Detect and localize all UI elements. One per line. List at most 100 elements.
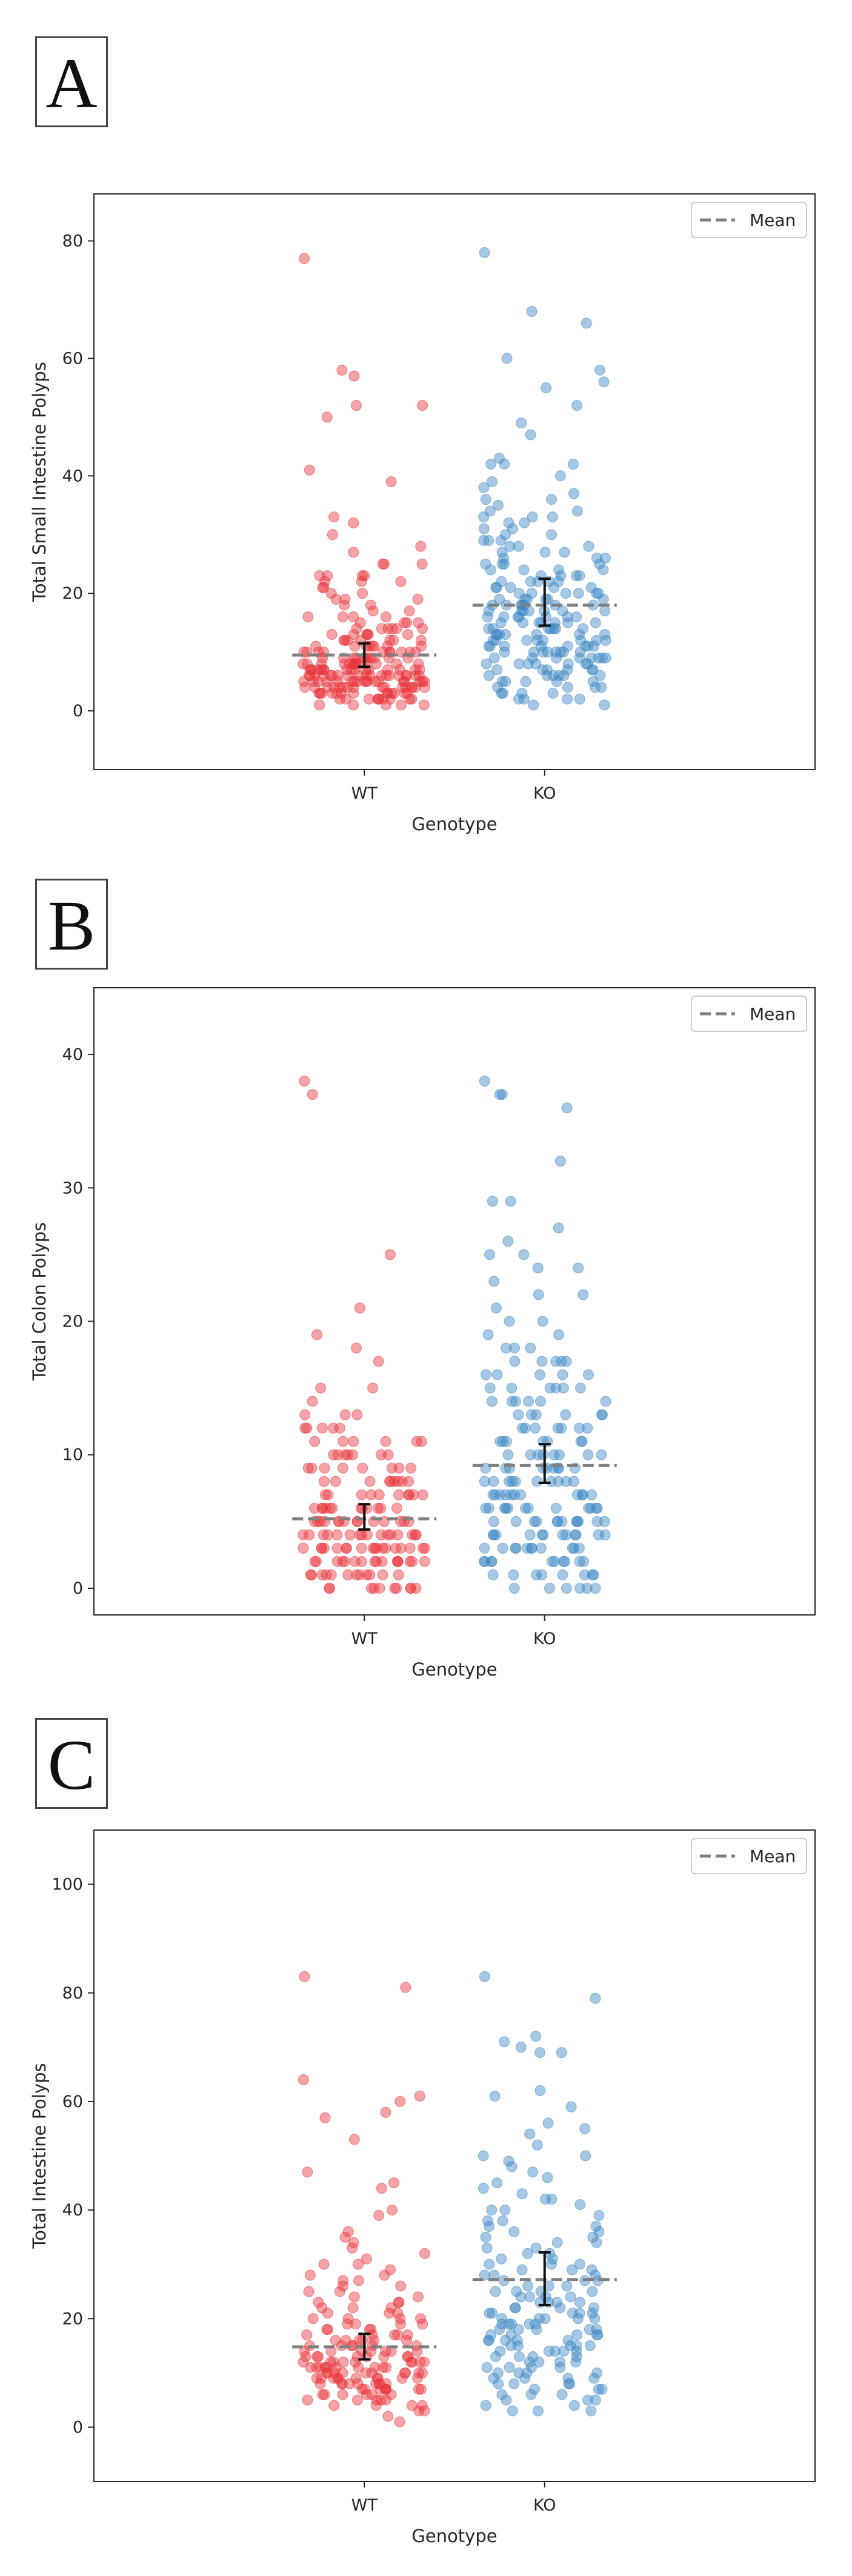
- data-point: [412, 2372, 424, 2384]
- data-point: [526, 305, 537, 317]
- data-point: [325, 670, 336, 681]
- data-point: [499, 2205, 511, 2216]
- data-point: [571, 1516, 582, 1527]
- series-wt: [298, 1971, 430, 2428]
- data-point: [574, 2297, 586, 2308]
- data-point: [330, 1476, 341, 1487]
- data-point: [401, 687, 413, 699]
- data-point: [336, 2378, 348, 2389]
- data-point: [419, 2405, 430, 2417]
- data-point: [560, 1529, 571, 1540]
- data-point: [522, 658, 534, 670]
- data-point: [313, 2297, 324, 2308]
- legend-box: [691, 996, 807, 1032]
- data-point: [579, 1569, 590, 1580]
- plot-frame: [93, 987, 816, 1616]
- data-point: [307, 664, 318, 676]
- data-point: [347, 1449, 359, 1460]
- data-point: [481, 658, 492, 670]
- y-tick-label: 40: [62, 467, 83, 485]
- data-point: [391, 623, 402, 634]
- data-point: [490, 2286, 501, 2297]
- data-point: [510, 1516, 522, 1527]
- data-point: [496, 2253, 507, 2265]
- data-point: [599, 1529, 611, 1540]
- data-point: [505, 1196, 516, 1207]
- data-point: [372, 693, 384, 705]
- data-point: [309, 1436, 321, 1447]
- data-point: [516, 418, 527, 429]
- data-point: [546, 2194, 557, 2205]
- data-point: [309, 1556, 321, 1567]
- data-point: [481, 2361, 493, 2373]
- data-point: [590, 2220, 602, 2232]
- data-point: [547, 511, 558, 523]
- data-point: [493, 593, 505, 605]
- data-point: [306, 1462, 318, 1474]
- data-point: [479, 1076, 490, 1087]
- data-point: [334, 1422, 345, 1434]
- data-point: [338, 2280, 349, 2292]
- data-point: [404, 1556, 416, 1567]
- data-point: [299, 253, 310, 264]
- data-point: [377, 1542, 388, 1554]
- data-point: [419, 2248, 430, 2259]
- data-point: [304, 464, 315, 476]
- data-point: [587, 2286, 598, 2297]
- data-point: [402, 629, 413, 641]
- data-point: [553, 1476, 564, 1487]
- data-point: [506, 2161, 518, 2172]
- x-axis-title: Genotype: [411, 814, 497, 834]
- data-point: [384, 1249, 396, 1260]
- data-point: [488, 1276, 500, 1287]
- data-point: [532, 1449, 544, 1460]
- data-point: [554, 2302, 566, 2314]
- data-point: [374, 1582, 385, 1594]
- data-point: [394, 2095, 406, 2107]
- data-point: [535, 1396, 547, 1407]
- series-wt: [298, 253, 430, 711]
- data-point: [357, 1462, 368, 1474]
- data-point: [526, 1542, 537, 1554]
- data-point: [319, 1489, 331, 1500]
- data-point: [519, 2372, 531, 2384]
- data-point: [415, 2383, 427, 2395]
- data-point: [560, 588, 571, 599]
- plot-frame: [93, 193, 816, 770]
- data-point: [328, 2367, 340, 2378]
- data-point: [599, 605, 611, 617]
- data-point: [325, 588, 337, 599]
- data-point: [367, 1382, 379, 1394]
- data-point: [375, 1449, 387, 1460]
- data-point: [575, 1436, 587, 1447]
- data-point: [356, 2383, 368, 2395]
- data-point: [410, 1529, 421, 1540]
- data-point: [380, 699, 391, 711]
- data-point: [582, 1369, 594, 1380]
- data-point: [416, 1436, 427, 1447]
- data-point: [298, 1529, 309, 1540]
- legend-label: Mean: [750, 210, 796, 230]
- data-point: [585, 2405, 597, 2417]
- data-point: [507, 1476, 518, 1487]
- data-point: [500, 1489, 511, 1500]
- data-point: [396, 1476, 408, 1487]
- data-point: [411, 1436, 422, 1447]
- data-point: [302, 1462, 314, 1474]
- data-point: [490, 2351, 501, 2362]
- data-point: [483, 1502, 494, 1514]
- data-point: [354, 1529, 365, 1540]
- data-point: [550, 1356, 562, 1367]
- data-point: [365, 1489, 377, 1500]
- data-point: [381, 670, 392, 681]
- data-point: [560, 1409, 571, 1420]
- data-point: [582, 1449, 594, 1460]
- data-point: [488, 1516, 499, 1527]
- data-point: [503, 2155, 514, 2167]
- data-point: [513, 1409, 524, 1420]
- data-point: [510, 1542, 521, 1554]
- data-point: [481, 2242, 493, 2254]
- data-point: [328, 2372, 339, 2384]
- data-point: [351, 2394, 363, 2406]
- data-point: [322, 1529, 333, 1540]
